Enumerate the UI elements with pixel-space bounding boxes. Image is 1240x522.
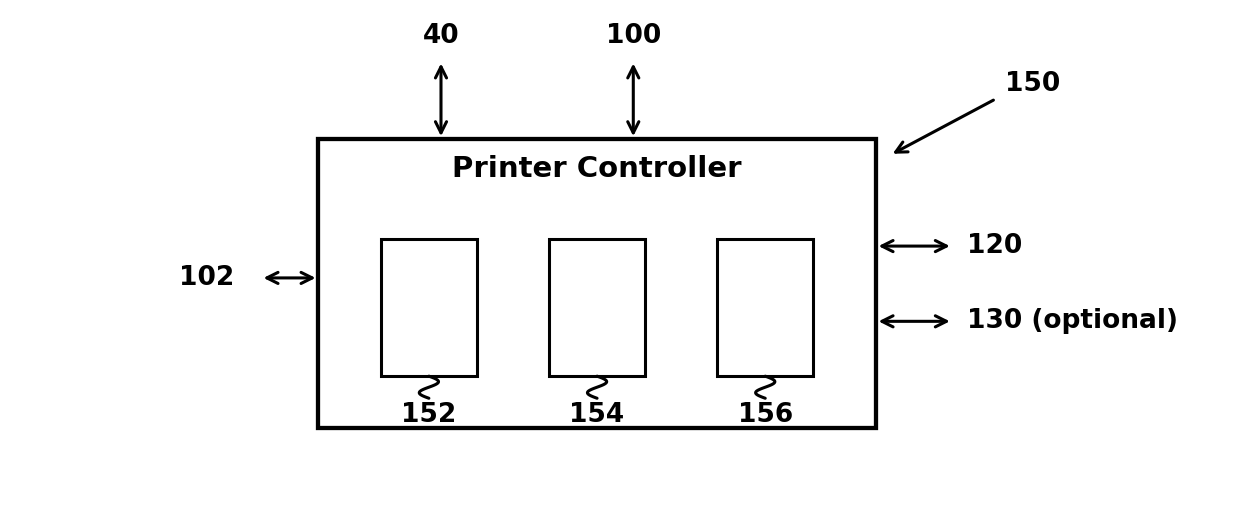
Text: 40: 40 xyxy=(423,22,459,49)
Bar xyxy=(717,240,813,376)
Text: 152: 152 xyxy=(402,402,456,428)
Text: Printer Controller: Printer Controller xyxy=(453,155,742,183)
Text: 102: 102 xyxy=(179,265,234,291)
Bar xyxy=(319,139,875,429)
Bar xyxy=(381,240,477,376)
Text: 100: 100 xyxy=(605,22,661,49)
Text: 154: 154 xyxy=(569,402,625,428)
Text: 156: 156 xyxy=(738,402,792,428)
Text: 150: 150 xyxy=(1006,71,1060,97)
Bar xyxy=(549,240,645,376)
Text: 130 (optional): 130 (optional) xyxy=(967,309,1178,334)
Text: 120: 120 xyxy=(967,233,1022,259)
